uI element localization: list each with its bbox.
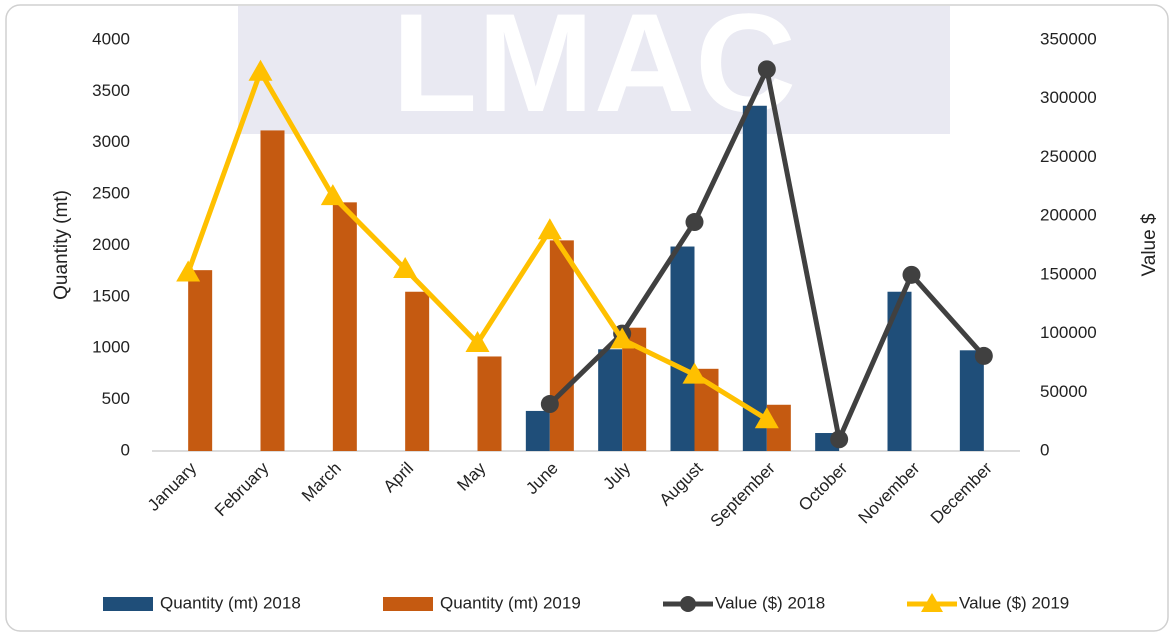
watermark: LMAC xyxy=(392,0,796,141)
legend-swatch xyxy=(383,597,433,611)
y2-tick-label: 250000 xyxy=(1040,147,1097,166)
line-marker xyxy=(465,330,490,352)
y-tick-label: 4000 xyxy=(92,29,130,48)
legend-label: Quantity (mt) 2019 xyxy=(440,593,581,612)
line-marker xyxy=(682,362,707,384)
y-tick-label: 500 xyxy=(102,389,130,408)
y2-tick-label: 200000 xyxy=(1040,206,1097,225)
y-tick-label: 1500 xyxy=(92,286,130,305)
line-marker xyxy=(974,346,993,365)
y-tick-label: 2000 xyxy=(92,235,130,254)
y2-tick-label: 300000 xyxy=(1040,88,1097,107)
y2-tick-label: 100000 xyxy=(1040,323,1097,342)
y-tick-label: 2500 xyxy=(92,184,130,203)
bar xyxy=(405,291,430,451)
bar xyxy=(332,202,357,451)
bar xyxy=(477,356,502,451)
legend-label: Value ($) 2018 xyxy=(715,593,825,612)
legend-marker xyxy=(680,596,696,612)
bar xyxy=(959,350,984,451)
line-marker xyxy=(248,59,273,81)
line-marker xyxy=(540,395,559,414)
y-axis-title: Quantity (mt) xyxy=(51,190,72,300)
watermark-band xyxy=(238,6,950,134)
line-marker xyxy=(610,327,635,349)
bar xyxy=(598,349,623,451)
legend-label: Quantity (mt) 2018 xyxy=(160,593,301,612)
y2-tick-label: 350000 xyxy=(1040,29,1097,48)
line-marker xyxy=(685,213,704,232)
legend-swatch xyxy=(103,597,153,611)
line-marker xyxy=(754,407,779,429)
y-tick-label: 1000 xyxy=(92,338,130,357)
legend-marker xyxy=(921,593,943,612)
line-marker xyxy=(830,430,849,449)
bar xyxy=(549,240,574,451)
y-tick-label: 3000 xyxy=(92,132,130,151)
line-marker xyxy=(320,184,345,206)
y2-axis-title: Value $ xyxy=(1139,213,1160,276)
y-tick-label: 3500 xyxy=(92,81,130,100)
y2-tick-label: 0 xyxy=(1040,440,1049,459)
bar xyxy=(260,130,285,452)
y2-tick-label: 150000 xyxy=(1040,264,1097,283)
chart-frame xyxy=(5,4,1169,632)
bar xyxy=(670,246,695,451)
line-marker xyxy=(393,256,418,278)
bar xyxy=(525,410,550,451)
bar xyxy=(188,270,213,451)
y2-tick-label: 50000 xyxy=(1040,382,1087,401)
bar xyxy=(742,105,767,451)
line-marker xyxy=(902,265,921,284)
line-marker xyxy=(537,218,562,240)
line-marker xyxy=(757,60,776,79)
y-tick-label: 0 xyxy=(121,440,130,459)
line-marker xyxy=(176,260,201,282)
legend-label: Value ($) 2019 xyxy=(959,593,1069,612)
